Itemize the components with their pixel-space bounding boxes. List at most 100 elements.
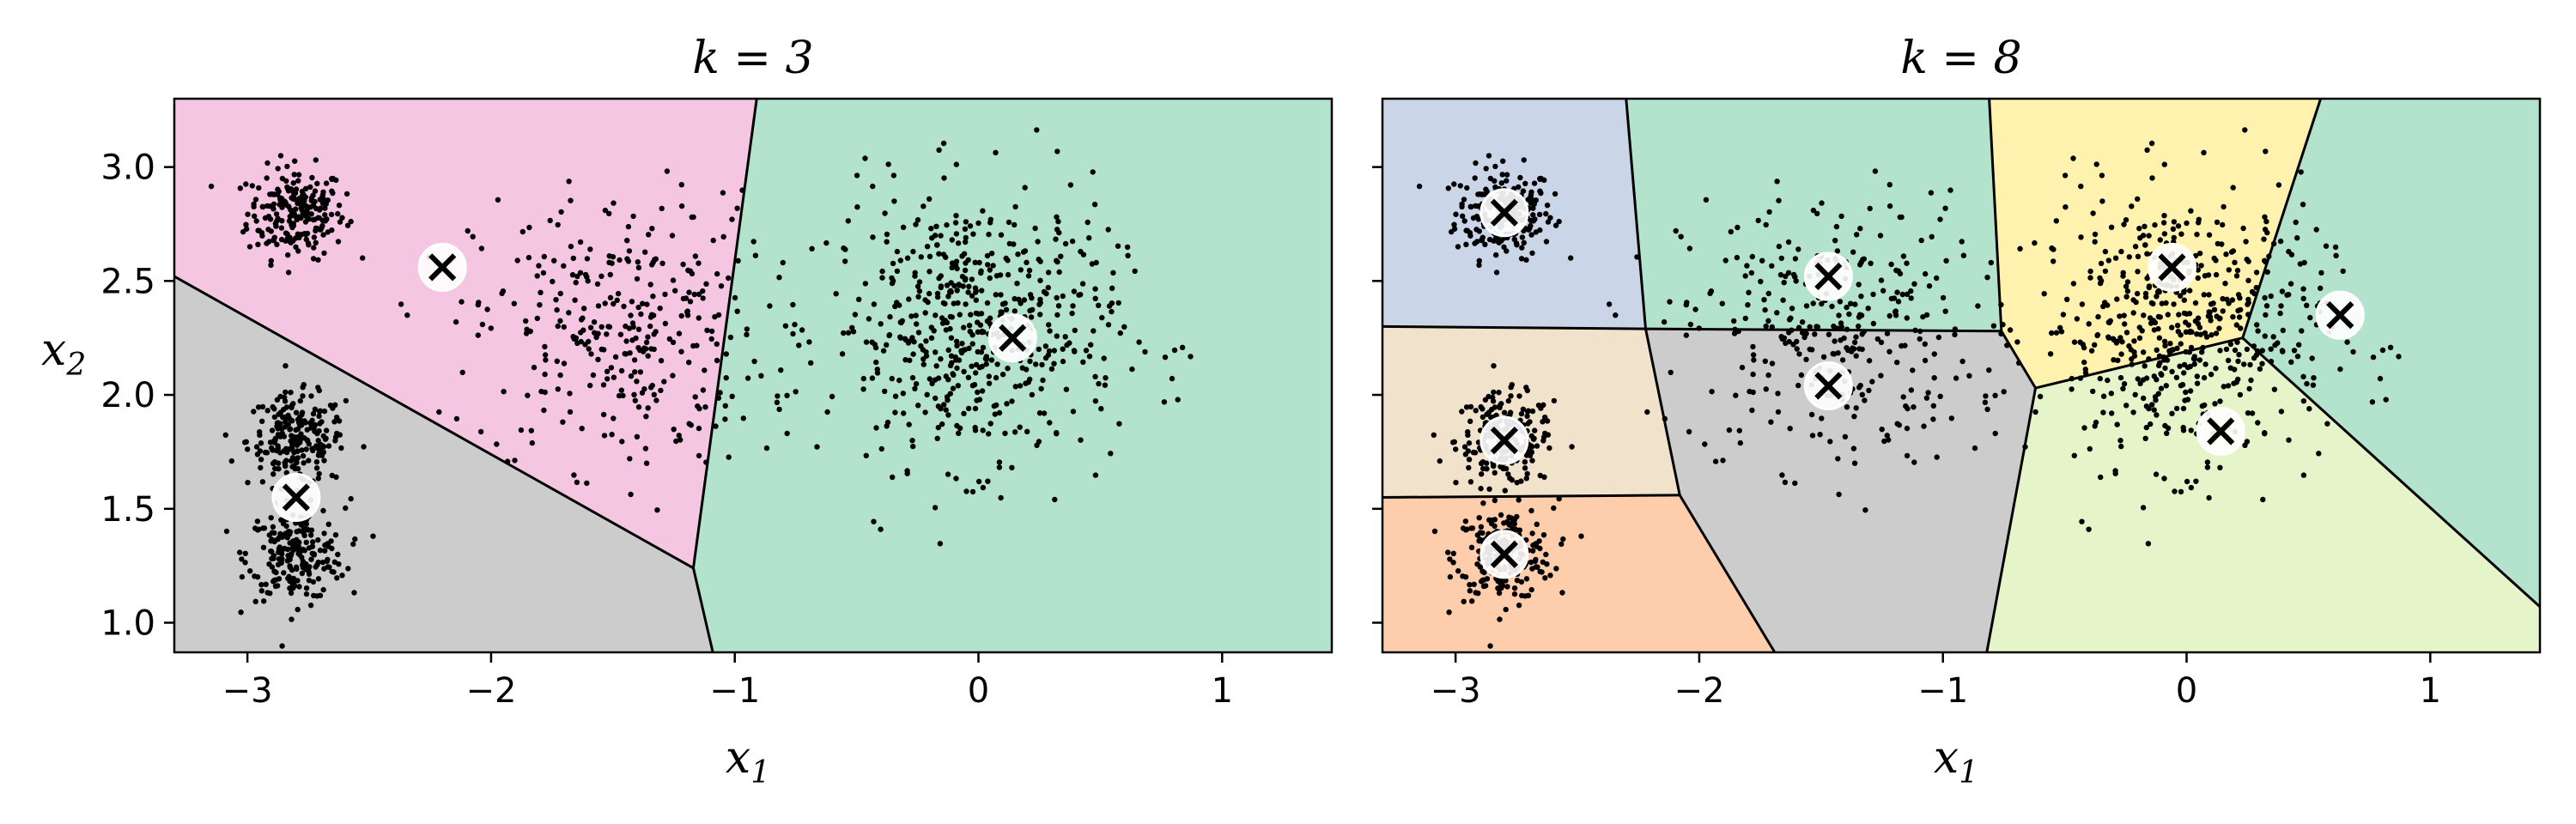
data-point <box>714 357 720 364</box>
data-point <box>570 255 576 262</box>
data-point <box>997 272 1004 278</box>
data-point <box>2245 258 2251 264</box>
data-point <box>1775 409 1782 415</box>
data-point <box>245 446 251 452</box>
data-point <box>283 419 289 425</box>
data-point <box>345 566 351 572</box>
data-point <box>1552 222 1559 228</box>
data-point <box>635 326 642 332</box>
data-point <box>1644 409 1650 415</box>
data-point <box>2208 372 2215 378</box>
data-point <box>986 380 993 386</box>
data-point <box>975 478 982 485</box>
data-point <box>626 248 633 254</box>
data-point <box>305 566 311 573</box>
data-point <box>829 393 835 400</box>
data-point <box>993 149 999 155</box>
data-point <box>2142 290 2149 297</box>
data-point <box>688 422 694 428</box>
data-point <box>2177 293 2184 299</box>
data-point <box>601 433 608 439</box>
data-point <box>2148 320 2154 326</box>
data-point <box>2142 435 2148 441</box>
data-point <box>2235 358 2241 365</box>
data-point <box>2223 346 2230 353</box>
data-point <box>325 521 331 527</box>
data-point <box>2071 339 2078 345</box>
data-point <box>2236 352 2242 358</box>
data-point <box>909 374 916 381</box>
data-point <box>339 573 345 579</box>
data-point <box>914 321 920 327</box>
data-point <box>2284 292 2290 298</box>
data-point <box>314 445 321 451</box>
data-point <box>869 375 876 381</box>
data-point <box>1537 545 1543 552</box>
data-point <box>908 313 914 319</box>
data-point <box>959 341 965 347</box>
data-point <box>966 323 973 329</box>
data-point <box>922 310 928 316</box>
data-point <box>943 327 950 333</box>
data-point <box>702 404 708 410</box>
data-point <box>901 410 907 416</box>
data-point <box>1055 303 1062 309</box>
data-point <box>696 291 702 297</box>
data-point <box>1487 175 1494 182</box>
data-point <box>678 182 684 188</box>
data-point <box>796 342 802 348</box>
data-point <box>1827 439 1833 445</box>
decision-boundary <box>1644 328 1681 496</box>
data-point <box>672 288 678 294</box>
data-point <box>2105 258 2111 264</box>
data-point <box>700 288 706 294</box>
data-point <box>1070 303 1076 309</box>
data-point <box>2022 444 2028 450</box>
data-point <box>1005 271 1012 278</box>
data-point <box>953 338 960 344</box>
data-point <box>319 452 325 458</box>
data-point <box>1437 457 1443 464</box>
data-point <box>1445 549 1451 555</box>
data-point <box>1005 366 1011 372</box>
data-point <box>1686 245 1693 251</box>
data-point <box>1856 323 1862 330</box>
data-point <box>258 588 264 594</box>
data-point <box>301 435 307 441</box>
data-point <box>295 214 301 220</box>
data-point <box>720 233 726 239</box>
data-point <box>2190 355 2197 362</box>
data-point <box>1451 181 1457 187</box>
data-point <box>1477 536 1483 542</box>
data-point <box>1534 443 1540 449</box>
data-point <box>1990 323 1997 329</box>
data-point <box>809 245 815 251</box>
data-point <box>1959 239 1965 245</box>
data-point <box>1492 523 1498 530</box>
region-1 <box>1625 99 2002 331</box>
data-point <box>2253 284 2259 291</box>
data-point <box>320 586 326 593</box>
data-point <box>296 551 302 557</box>
data-point <box>1929 233 1935 239</box>
data-point <box>912 270 918 276</box>
data-point <box>689 270 696 277</box>
data-point <box>1673 227 1679 234</box>
data-point <box>1478 403 1484 410</box>
data-point <box>278 196 285 202</box>
data-point <box>871 518 877 524</box>
data-point <box>878 526 884 532</box>
data-point <box>260 203 266 210</box>
data-point <box>275 432 282 438</box>
data-point <box>1520 188 1527 194</box>
data-point <box>572 297 578 303</box>
data-point <box>959 253 965 259</box>
data-point <box>1474 239 1480 245</box>
data-point <box>1930 403 1936 409</box>
data-point <box>574 479 580 486</box>
data-point <box>1687 321 1694 328</box>
data-point <box>897 258 904 264</box>
data-point <box>890 474 896 481</box>
data-point <box>1483 460 1490 466</box>
data-point <box>253 218 259 224</box>
